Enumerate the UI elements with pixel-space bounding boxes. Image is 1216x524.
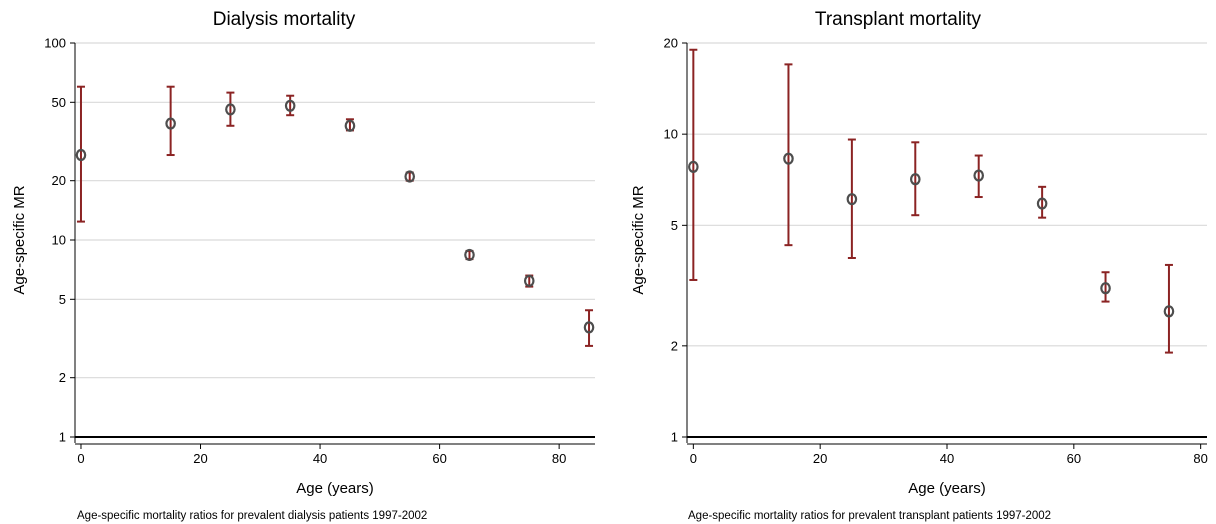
x-axis-label: Age (years): [296, 480, 374, 497]
data-point-group: [344, 118, 356, 132]
data-point-group: [1100, 271, 1111, 303]
data-point-group: [523, 274, 535, 288]
chart-title: Dialysis mortality: [213, 9, 356, 30]
x-tick-label: 40: [313, 451, 327, 466]
data-point-group: [75, 85, 87, 223]
transplant-mortality-panel: 1 2 5 10 20 0 20 40 60 80 Transplant mortality Age …: [630, 9, 1208, 522]
x-tick-label: 20: [193, 451, 207, 466]
data-point-marker: [225, 103, 236, 116]
chart-note: Age-specific mortality ratios for preval…: [688, 510, 1051, 522]
x-tick-label: 80: [1193, 451, 1207, 466]
chart-note: Age-specific mortality ratios for preval…: [77, 510, 427, 522]
y-tick-label: 2: [671, 338, 678, 353]
data-point-marker: [1036, 197, 1048, 210]
data-point-marker: [523, 274, 535, 287]
data-point-group: [783, 63, 794, 247]
data-point-marker: [909, 173, 921, 186]
data-point-group: [846, 138, 858, 260]
data-point-marker: [284, 99, 296, 112]
data-point-group: [404, 170, 416, 183]
x-tick-label: 0: [690, 451, 697, 466]
data-point-marker: [973, 169, 985, 182]
y-tick-label: 100: [44, 36, 66, 51]
y-tick-label: 50: [52, 95, 66, 110]
data-point-marker: [344, 119, 356, 132]
x-tick-label: 60: [1067, 451, 1081, 466]
data-point-group: [165, 85, 176, 157]
y-tick-label: 5: [671, 218, 678, 233]
data-point-marker: [783, 152, 794, 165]
y-axis-label: Age-specific MR: [630, 185, 647, 294]
y-tick-label: 1: [671, 430, 678, 445]
y-axis-label: Age-specific MR: [11, 185, 28, 294]
x-tick-label: 20: [813, 451, 827, 466]
data-point-marker: [1100, 282, 1111, 295]
data-point-group: [284, 94, 296, 117]
x-tick-label: 80: [552, 451, 566, 466]
y-tick-label: 10: [664, 127, 678, 142]
y-tick-label: 20: [664, 36, 678, 51]
data-point-group: [225, 91, 236, 127]
data-point-marker: [688, 160, 699, 173]
data-point-group: [1036, 185, 1048, 219]
y-tick-label: 20: [52, 173, 66, 188]
x-axis-label: Age (years): [908, 480, 986, 497]
data-point-marker: [583, 321, 595, 334]
data-point-marker: [75, 148, 87, 162]
data-point-group: [909, 141, 921, 217]
data-point-marker: [464, 248, 475, 262]
data-point-marker: [165, 117, 176, 130]
y-tick-label: 5: [59, 292, 66, 307]
y-tick-label: 10: [52, 233, 66, 248]
y-tick-label: 1: [59, 430, 66, 445]
data-point-group: [464, 248, 475, 262]
chart-title: Transplant mortality: [815, 9, 982, 30]
data-point-group: [583, 309, 595, 347]
x-tick-label: 40: [940, 451, 954, 466]
y-tick-label: 2: [59, 370, 66, 385]
x-tick-label: 60: [432, 451, 446, 466]
data-point-marker: [404, 170, 416, 183]
data-point-group: [973, 154, 985, 199]
data-point-group: [688, 48, 699, 281]
data-point-marker: [846, 193, 858, 206]
data-point-marker: [1163, 305, 1175, 318]
data-point-group: [1163, 263, 1175, 354]
x-tick-label: 0: [77, 451, 84, 466]
dialysis-mortality-panel: 1 2 5 10 20 50 100 0 20 40 60 80 Dialysis mortality A…: [11, 9, 595, 522]
